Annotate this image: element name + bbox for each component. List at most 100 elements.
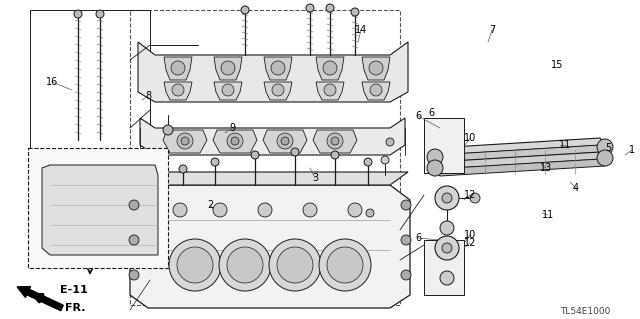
Circle shape	[271, 61, 285, 75]
Circle shape	[177, 133, 193, 149]
Circle shape	[177, 247, 213, 283]
Circle shape	[222, 84, 234, 96]
Text: 6: 6	[415, 233, 421, 243]
Text: 10: 10	[464, 133, 476, 143]
Bar	[30, 10, 150, 180]
Text: 9: 9	[229, 123, 235, 133]
Bar	[130, 10, 400, 305]
Polygon shape	[316, 57, 344, 80]
Text: 14: 14	[355, 25, 367, 35]
Polygon shape	[264, 57, 292, 80]
Circle shape	[251, 151, 259, 159]
Circle shape	[401, 200, 411, 210]
Circle shape	[277, 133, 293, 149]
Circle shape	[597, 139, 613, 155]
Circle shape	[331, 137, 339, 145]
Text: 2: 2	[207, 200, 213, 210]
FancyArrow shape	[17, 286, 63, 311]
Polygon shape	[313, 130, 357, 153]
Circle shape	[219, 239, 271, 291]
Polygon shape	[435, 138, 605, 155]
Text: TL54E1000: TL54E1000	[559, 308, 610, 316]
Circle shape	[227, 133, 243, 149]
Circle shape	[440, 221, 454, 235]
Circle shape	[181, 137, 189, 145]
Circle shape	[129, 235, 139, 245]
Polygon shape	[362, 57, 390, 80]
Circle shape	[364, 158, 372, 166]
Circle shape	[369, 61, 383, 75]
Polygon shape	[138, 42, 408, 102]
Circle shape	[319, 239, 371, 291]
Circle shape	[381, 156, 389, 164]
Circle shape	[440, 271, 454, 285]
Circle shape	[269, 239, 321, 291]
Circle shape	[348, 203, 362, 217]
Polygon shape	[264, 82, 292, 100]
Circle shape	[331, 151, 339, 159]
Polygon shape	[213, 130, 257, 153]
Circle shape	[129, 270, 139, 280]
Circle shape	[324, 84, 336, 96]
Polygon shape	[130, 185, 410, 308]
Text: 15: 15	[551, 60, 563, 70]
Circle shape	[258, 203, 272, 217]
Text: 11: 11	[542, 210, 554, 220]
Polygon shape	[263, 130, 307, 153]
Text: FR.: FR.	[65, 303, 86, 313]
Text: 16: 16	[46, 77, 58, 87]
Circle shape	[96, 10, 104, 18]
Polygon shape	[214, 57, 242, 80]
Circle shape	[172, 84, 184, 96]
Circle shape	[442, 243, 452, 253]
Circle shape	[277, 247, 313, 283]
Polygon shape	[435, 159, 605, 176]
Text: E-11: E-11	[60, 285, 88, 295]
Polygon shape	[435, 145, 605, 162]
Circle shape	[171, 61, 185, 75]
Circle shape	[129, 200, 139, 210]
Circle shape	[366, 209, 374, 217]
Polygon shape	[42, 165, 158, 255]
Polygon shape	[163, 130, 207, 153]
Bar	[424, 240, 464, 295]
Polygon shape	[316, 82, 344, 100]
Polygon shape	[140, 118, 405, 155]
Circle shape	[442, 193, 452, 203]
Circle shape	[306, 4, 314, 12]
Circle shape	[427, 149, 443, 165]
Polygon shape	[148, 172, 408, 185]
Circle shape	[163, 125, 173, 135]
Polygon shape	[362, 82, 390, 100]
Text: 10: 10	[464, 230, 476, 240]
Text: 3: 3	[312, 173, 318, 183]
Circle shape	[74, 10, 82, 18]
Circle shape	[351, 8, 359, 16]
Circle shape	[241, 6, 249, 14]
Circle shape	[323, 61, 337, 75]
Text: 12: 12	[464, 190, 476, 200]
Polygon shape	[214, 82, 242, 100]
Circle shape	[173, 203, 187, 217]
Circle shape	[281, 137, 289, 145]
Text: 12: 12	[464, 238, 476, 248]
Text: 6: 6	[428, 108, 434, 118]
Circle shape	[386, 138, 394, 146]
Circle shape	[169, 239, 221, 291]
Circle shape	[597, 150, 613, 166]
Text: 5: 5	[605, 143, 611, 153]
Circle shape	[179, 165, 187, 173]
Polygon shape	[164, 57, 192, 80]
Circle shape	[470, 193, 480, 203]
Text: 4: 4	[573, 183, 579, 193]
Text: 6: 6	[415, 111, 421, 121]
Polygon shape	[164, 82, 192, 100]
Circle shape	[327, 133, 343, 149]
Circle shape	[401, 270, 411, 280]
Circle shape	[227, 247, 263, 283]
Circle shape	[435, 236, 459, 260]
Circle shape	[272, 84, 284, 96]
Circle shape	[211, 158, 219, 166]
Circle shape	[231, 137, 239, 145]
Circle shape	[435, 186, 459, 210]
